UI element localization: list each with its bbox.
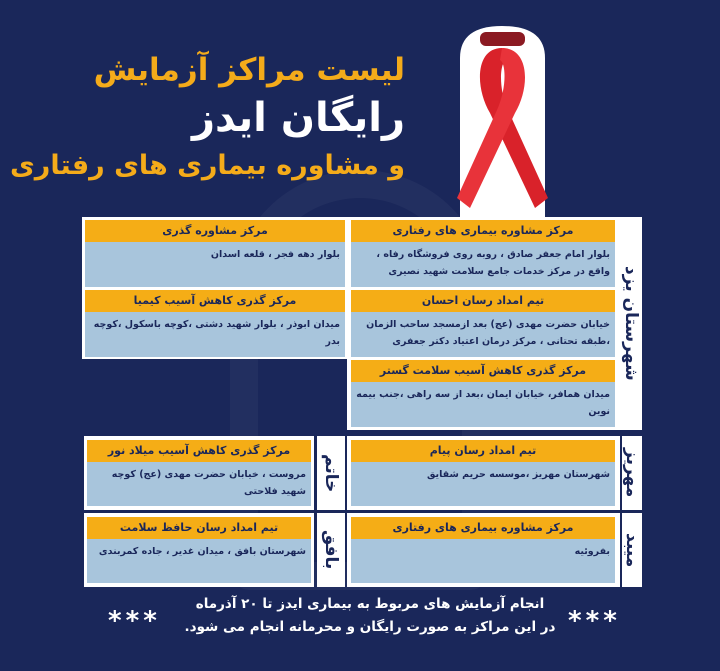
footer-note: انجام آزمایش های مربوط به بیماری ایدز تا… [180,593,560,639]
center-address: بلوار دهه فجر ، قلعه اسدان [210,249,340,260]
title-line-1: لیست مراکز آزمایش [93,52,405,88]
title-line-3: و مشاوره بیماری های رفتاری [10,150,405,181]
center-address: میدان ابوذر ، بلوار شهید دشتی ،کوچه باسک… [93,319,340,347]
center-card: مرکز گذری کاهش آسیب میلاد نور مروست ، خی… [87,440,311,506]
center-card: مرکز مشاوره بیماری های رفتاری بلوار امام… [351,220,615,287]
red-ribbon-icon [457,26,548,218]
region-label-khatam: خاتم [317,436,345,510]
stars-decoration: *** [568,606,621,636]
footer-line-1: انجام آزمایش های مربوط به بیماری ایدز تا… [195,596,545,612]
region-label-text: خاتم [321,453,341,493]
center-name: مرکز گذری کاهش آسیب کیمیا [85,290,345,312]
title-line-2: رایگان ایدز [192,95,405,141]
footer-line-2: در این مراکز به صورت رایگان و محرمانه ان… [184,619,556,635]
center-address: میدان همافر، خیابان ایمان ،بعد از سه راه… [356,389,610,417]
center-name: تیم امداد رسان پیام [351,440,615,462]
center-card: مرکز مشاوره گذری بلوار دهه فجر ، قلعه اس… [85,220,345,287]
center-card: تیم امداد رسان حافظ سلامت شهرستان بافق ،… [87,517,311,583]
center-name: مرکز گذری کاهش آسیب سلامت گستر [351,360,615,382]
center-address: شهرستان مهریز ،موسسه حریم شقایق [426,469,610,480]
region-label-text: بافق [321,530,341,570]
center-card: تیم امداد رسان پیام شهرستان مهریز ،موسسه… [351,440,615,506]
center-address: بلوار امام جعفر صادق ، روبه روی فروشگاه … [376,249,610,277]
center-card: مرکز مشاوره بیماری های رفتاری بفروئیه [351,517,615,583]
region-label-yazd: شهرستان یزد [620,217,642,430]
center-name: مرکز مشاوره گذری [85,220,345,242]
center-name: مرکز مشاوره بیماری های رفتاری [351,517,615,539]
stars-decoration: *** [108,606,161,636]
center-name: تیم امداد رسان حافظ سلامت [87,517,311,539]
center-address: بفروئیه [574,546,610,557]
region-label-mehriz: مهریز [622,436,642,510]
region-label-bafq: بافق [317,513,345,587]
center-address: مروست ، خیابان حضرت مهدی (عج) کوچه شهید … [111,469,306,497]
region-label-text: شهرستان یزد [621,266,641,381]
center-address: خیابان حضرت مهدی (عج) بعد ازمسجد ساحب ال… [366,319,610,347]
region-label-text: مهریز [622,448,642,498]
center-address: شهرستان بافق ، میدان غدیر ، جاده کمربندی [98,546,306,557]
center-card: مرکز گذری کاهش آسیب سلامت گستر میدان هما… [351,360,615,427]
center-name: تیم امداد رسان احسان [351,290,615,312]
center-name: مرکز گذری کاهش آسیب میلاد نور [87,440,311,462]
center-card: مرکز گذری کاهش آسیب کیمیا میدان ابوذر ، … [85,290,345,357]
region-label-text: میبد [622,532,642,568]
center-card: تیم امداد رسان احسان خیابان حضرت مهدی (ع… [351,290,615,357]
center-name: مرکز مشاوره بیماری های رفتاری [351,220,615,242]
region-label-meybod: میبد [622,513,642,587]
